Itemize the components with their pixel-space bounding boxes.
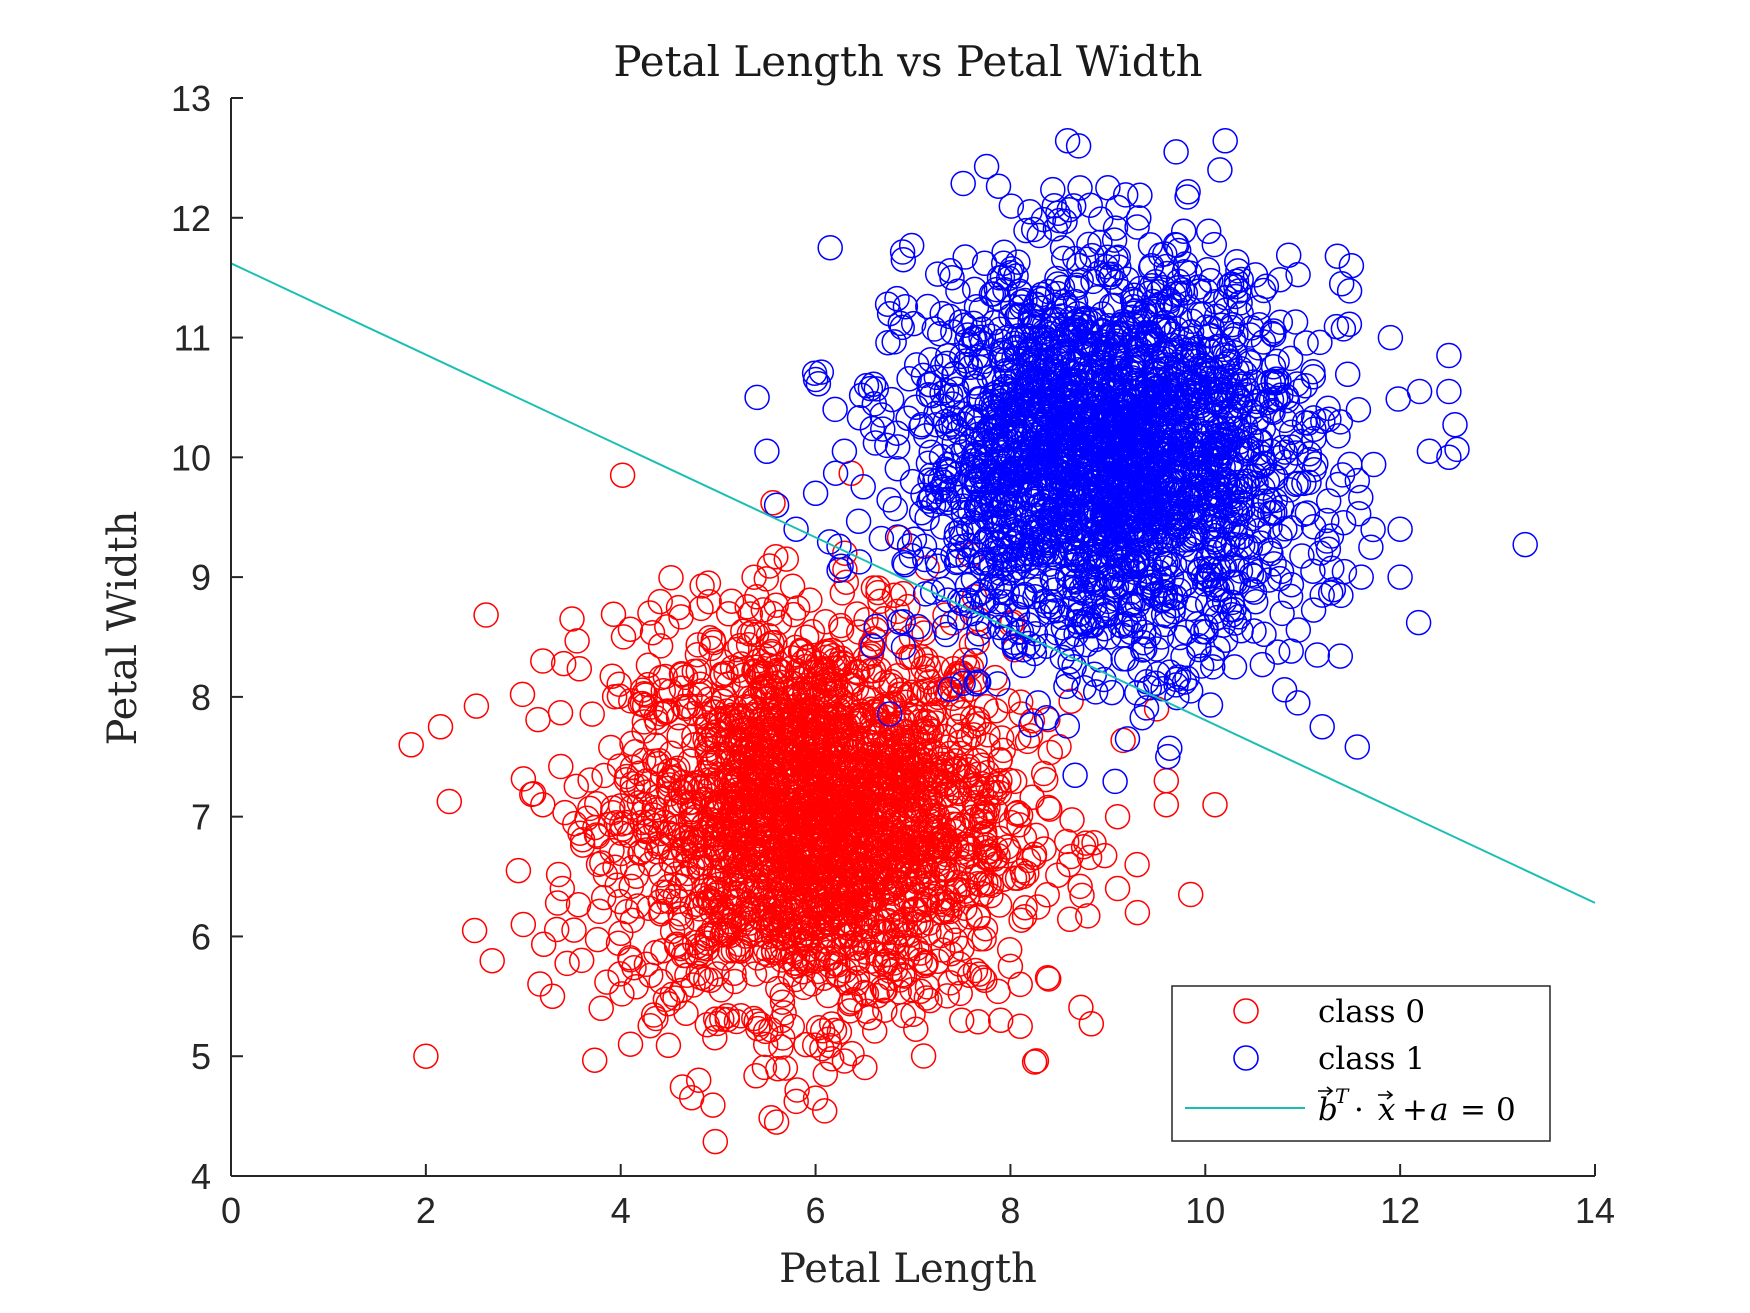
scatter-point bbox=[581, 1047, 608, 1073]
scatter-point bbox=[666, 723, 692, 749]
scatter-point bbox=[1035, 794, 1061, 821]
scatter-point bbox=[965, 905, 991, 931]
scatter-point bbox=[793, 624, 820, 650]
scatter-point bbox=[833, 970, 860, 996]
scatter-point bbox=[1073, 830, 1099, 856]
scatter-point bbox=[860, 575, 887, 601]
scatter-point bbox=[669, 1074, 696, 1100]
scatter-point bbox=[861, 1018, 888, 1044]
scatter-point bbox=[947, 980, 973, 1007]
scatter-point bbox=[519, 781, 545, 808]
scatter-point bbox=[1012, 894, 1038, 921]
scatter-point bbox=[784, 1077, 810, 1103]
chart-title: Petal Length vs Petal Width bbox=[613, 37, 1202, 86]
scatter-point bbox=[740, 619, 766, 645]
scatter-point bbox=[547, 699, 574, 726]
scatter-point bbox=[545, 861, 572, 888]
scatter-point bbox=[996, 936, 1023, 963]
scatter-point bbox=[760, 490, 786, 516]
scatter-point bbox=[585, 851, 612, 878]
scatter-point bbox=[656, 888, 682, 915]
scatter-point bbox=[956, 676, 983, 703]
scatter-point bbox=[718, 588, 745, 614]
plot-area bbox=[230, 128, 1596, 1155]
class-0-points bbox=[398, 460, 1228, 1155]
scatter-point bbox=[1056, 906, 1083, 933]
scatter-point bbox=[668, 604, 694, 630]
scatter-point bbox=[846, 705, 872, 731]
scatter-point bbox=[599, 663, 625, 689]
scatter-point bbox=[639, 619, 666, 646]
scatter-point bbox=[779, 573, 806, 600]
scatter-point bbox=[1034, 964, 1061, 991]
scatter-point bbox=[602, 854, 628, 880]
scatter-point bbox=[591, 762, 617, 789]
scatter-point bbox=[696, 588, 722, 615]
scatter-point bbox=[668, 675, 695, 701]
scatter-point bbox=[702, 1128, 729, 1155]
scatter-point bbox=[1014, 728, 1041, 755]
scatter-point bbox=[743, 1008, 769, 1034]
scatter-point bbox=[586, 898, 613, 925]
scatter-point bbox=[584, 926, 611, 953]
scatter-point bbox=[736, 620, 763, 647]
scatter-point bbox=[758, 1105, 784, 1131]
scatter-point bbox=[672, 664, 699, 691]
scatter-point bbox=[544, 890, 571, 916]
scatter-point bbox=[917, 987, 943, 1014]
scatter-point bbox=[436, 788, 463, 815]
scatter-point bbox=[797, 587, 823, 613]
scatter-point bbox=[890, 580, 916, 607]
scatter-point bbox=[561, 917, 587, 943]
scatter-point bbox=[579, 701, 605, 727]
scatter-point bbox=[463, 693, 490, 719]
scatter-point bbox=[606, 683, 633, 710]
scatter-point bbox=[510, 766, 537, 792]
scatter-point bbox=[895, 593, 921, 620]
scatter-point bbox=[662, 985, 688, 1011]
scatter-point bbox=[891, 963, 918, 989]
scatter-point bbox=[1091, 842, 1118, 869]
scatter-point bbox=[702, 1024, 728, 1051]
scatter-point bbox=[839, 1040, 865, 1067]
scatter-point bbox=[837, 998, 863, 1024]
scatter-point bbox=[751, 1054, 778, 1081]
scatter-point bbox=[689, 573, 715, 599]
scatter-point bbox=[656, 873, 682, 900]
scatter-point bbox=[659, 918, 686, 945]
scatter-point bbox=[945, 959, 972, 986]
scatter-point bbox=[1032, 766, 1059, 793]
scatter-point bbox=[962, 957, 989, 984]
scatter-point bbox=[763, 543, 789, 570]
scatter-point bbox=[872, 997, 898, 1023]
scatter-point bbox=[635, 652, 662, 679]
scatter-point bbox=[780, 601, 807, 628]
scatter-point bbox=[852, 1054, 878, 1081]
scatter-point bbox=[631, 709, 658, 735]
scatter-point bbox=[918, 702, 945, 728]
scatter-point bbox=[1037, 739, 1064, 766]
scatter-point bbox=[960, 722, 987, 748]
scatter-point bbox=[772, 1055, 799, 1081]
scatter-point bbox=[910, 1043, 937, 1069]
scatter-point bbox=[685, 960, 711, 987]
scatter-point bbox=[1021, 1049, 1048, 1075]
scatter-point bbox=[833, 569, 860, 595]
scatter-point bbox=[1011, 903, 1038, 930]
scatter-point bbox=[1058, 688, 1084, 714]
scatter-point bbox=[907, 978, 934, 1005]
scatter-point bbox=[889, 962, 916, 988]
scatter-point bbox=[1067, 873, 1093, 900]
scatter-point bbox=[594, 969, 620, 995]
scatter-point bbox=[801, 1032, 828, 1058]
scatter-point bbox=[865, 579, 891, 606]
scatter-point bbox=[763, 592, 789, 618]
